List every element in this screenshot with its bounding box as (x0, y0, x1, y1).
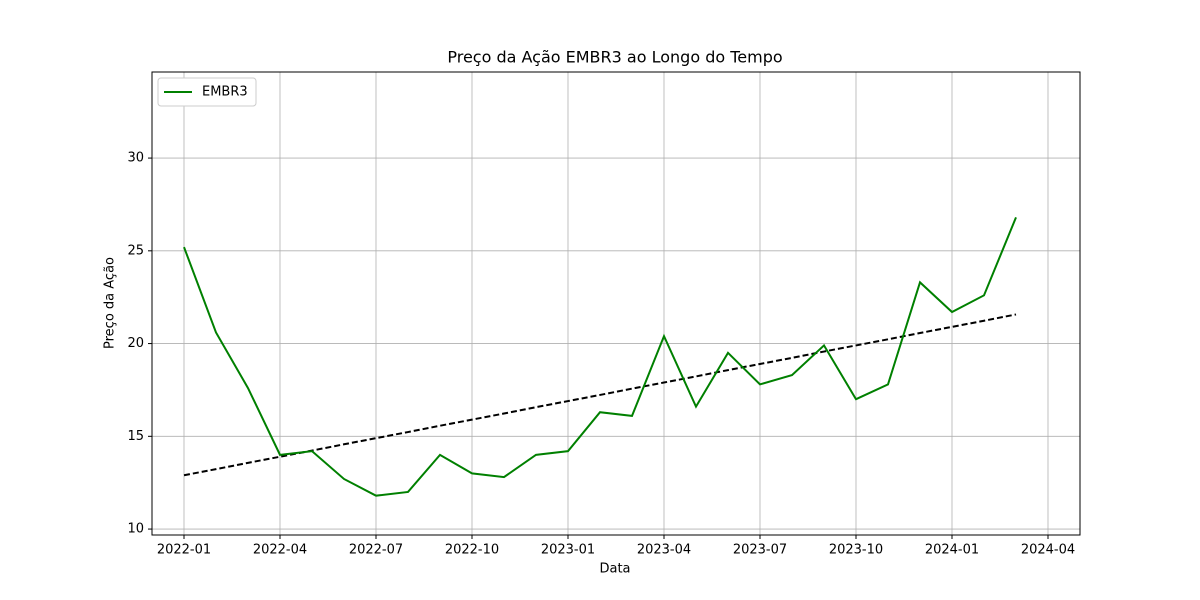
x-tick-label: 2022-04 (253, 543, 307, 558)
x-tick-label: 2023-04 (637, 543, 691, 558)
x-tick-label: 2023-07 (733, 543, 787, 558)
x-tick-label: 2023-10 (829, 543, 883, 558)
legend-box (157, 77, 257, 107)
x-tick-label: 2022-01 (157, 543, 211, 558)
chart-title: Preço da Ação EMBR3 ao Longo do Tempo (447, 48, 782, 67)
legend: EMBR3 (157, 77, 257, 107)
series-line (183, 217, 1017, 497)
trend-line (183, 313, 1017, 477)
y-tick-label: 30 (127, 151, 144, 166)
x-tick-label: 2022-10 (445, 543, 499, 558)
x-tick-label: 2023-01 (541, 543, 595, 558)
y-axis-label: Preço da Ação (103, 257, 118, 349)
y-tick-label: 15 (127, 429, 144, 444)
x-tick-label: 2022-07 (349, 543, 403, 558)
plot-frame (151, 71, 1081, 536)
y-tick-label: 10 (127, 522, 144, 537)
x-axis-label: Data (599, 562, 630, 577)
x-tick-label: 2024-04 (1021, 543, 1075, 558)
x-tick-label: 2024-01 (925, 543, 979, 558)
legend-label: EMBR3 (202, 85, 248, 100)
y-tick-label: 20 (127, 336, 144, 351)
y-tick-label: 25 (127, 243, 144, 258)
